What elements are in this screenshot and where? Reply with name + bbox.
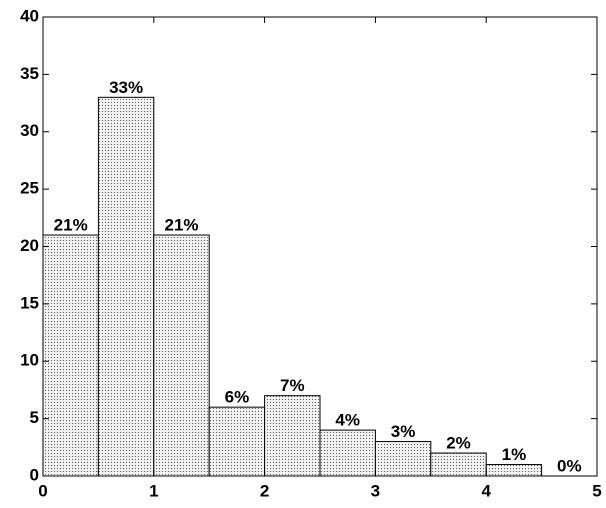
bar xyxy=(97,96,155,477)
bar xyxy=(153,234,210,477)
value-label: 2% xyxy=(446,434,471,453)
x-tick-label: 3 xyxy=(371,481,380,500)
value-label: 3% xyxy=(391,422,416,441)
value-label: 21% xyxy=(164,216,198,235)
value-label: 7% xyxy=(280,376,305,395)
y-tick-label: 35 xyxy=(20,64,39,83)
y-tick-label: 10 xyxy=(20,351,39,370)
y-tick-label: 25 xyxy=(20,179,39,198)
bar xyxy=(485,464,543,477)
y-tick-label: 30 xyxy=(20,121,39,140)
x-tick-label: 2 xyxy=(260,481,269,500)
value-label: 0% xyxy=(557,456,582,475)
bar xyxy=(208,406,266,477)
y-tick-label: 15 xyxy=(20,293,39,312)
value-label: 4% xyxy=(335,411,360,430)
bar xyxy=(42,234,99,477)
y-tick-label: 0 xyxy=(30,465,39,484)
bar xyxy=(374,441,432,477)
value-label: 33% xyxy=(109,78,143,97)
bar xyxy=(319,429,376,477)
x-tick-label: 1 xyxy=(149,481,158,500)
bar xyxy=(430,452,487,477)
value-label: 21% xyxy=(54,216,88,235)
x-tick-label: 4 xyxy=(481,481,491,500)
value-label: 1% xyxy=(502,445,527,464)
y-tick-label: 5 xyxy=(30,408,39,427)
y-tick-label: 20 xyxy=(20,236,39,255)
value-label: 6% xyxy=(225,388,250,407)
y-tick-label: 40 xyxy=(20,6,39,25)
x-tick-label: 5 xyxy=(592,481,601,500)
bar xyxy=(264,395,321,477)
x-tick-label: 0 xyxy=(38,481,47,500)
